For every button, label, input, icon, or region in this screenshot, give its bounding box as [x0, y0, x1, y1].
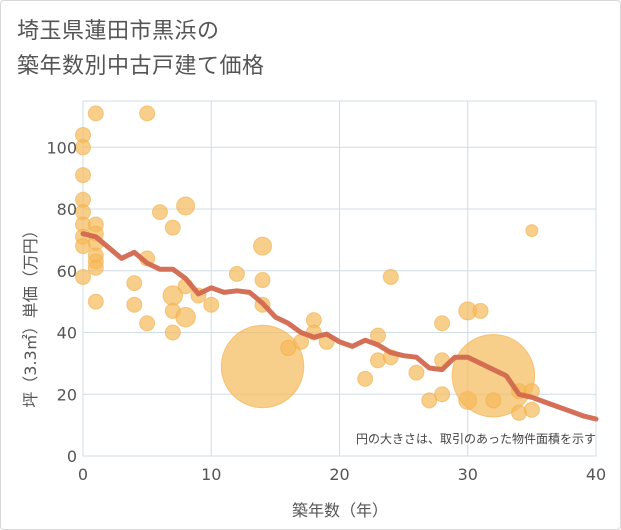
bubble-point	[254, 272, 271, 289]
y-tick-label: 100	[46, 138, 77, 157]
bubble-size-note: 円の大きさは、取引のあった物件面積を示す	[356, 431, 596, 446]
bubble-point	[176, 196, 196, 216]
bubble-point	[523, 401, 540, 418]
bubble-point	[280, 339, 297, 356]
bubble-point	[87, 293, 104, 310]
bubble-point	[126, 296, 143, 313]
bubble-point	[126, 275, 143, 292]
bubble-point	[203, 296, 220, 313]
bubble-point	[75, 268, 91, 285]
bubble-point	[139, 105, 156, 122]
tick-labels: 0 10 20 30 40 0 20 40 60 80 100	[46, 138, 606, 484]
y-tick-label: 40	[57, 324, 77, 343]
bubble-point	[75, 167, 91, 184]
x-tick-label: 40	[586, 465, 606, 484]
bubble-point	[421, 392, 438, 409]
bubble-point	[253, 236, 273, 256]
bubble-point	[382, 268, 399, 285]
bubble-point	[228, 265, 245, 282]
bubble-layer	[75, 105, 540, 421]
bubble-point	[434, 386, 451, 403]
trend-layer	[80, 231, 599, 422]
bubble-point	[434, 315, 451, 332]
x-tick-label: 10	[201, 465, 221, 484]
bubble-point	[151, 204, 168, 221]
x-tick-label: 20	[329, 465, 349, 484]
chart-title-line-2: 築年数別中古戸建て価格	[17, 54, 265, 79]
bubble-point	[175, 306, 196, 328]
bubble-point	[75, 139, 91, 156]
bubble-point	[408, 364, 425, 381]
bubble-point	[525, 224, 539, 238]
y-tick-label: 60	[57, 262, 77, 281]
bubble-point	[485, 392, 502, 409]
bubble-point	[87, 105, 104, 122]
grid-lines	[82, 100, 597, 457]
bubble-point	[87, 259, 104, 276]
y-tick-label: 20	[57, 385, 77, 404]
y-tick-label: 80	[57, 200, 77, 219]
y-tick-label: 0	[67, 447, 77, 466]
chart-title-line-1: 埼玉県蓮田市黒浜の	[17, 19, 220, 44]
y-axis-title: 坪（3.3㎡）単価（万円）	[21, 222, 40, 407]
chart-title: 埼玉県蓮田市黒浜の 築年数別中古戸建て価格	[17, 14, 265, 84]
x-tick-label: 30	[458, 465, 478, 484]
bubble-point	[357, 370, 374, 387]
bubble-point	[164, 219, 181, 236]
bubble-point	[139, 315, 156, 332]
x-axis-title: 築年数（年）	[292, 501, 388, 520]
bubble-point	[472, 302, 489, 319]
bubble-point	[220, 324, 305, 409]
bubble-point	[164, 324, 181, 341]
trend-line	[80, 231, 599, 422]
x-tick-label: 0	[78, 465, 88, 484]
